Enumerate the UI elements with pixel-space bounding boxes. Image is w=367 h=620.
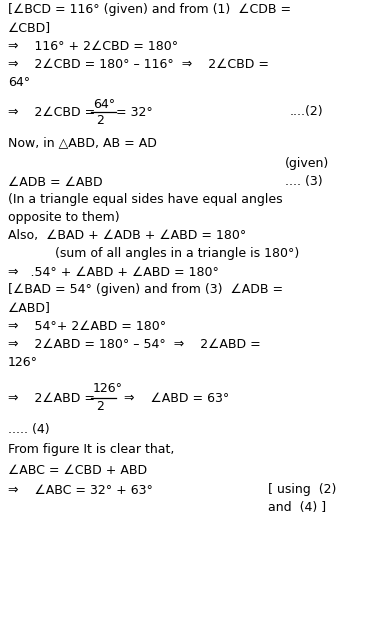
Text: = 32°: = 32° xyxy=(116,105,153,118)
Text: ⇒    ∠ABD = 63°: ⇒ ∠ABD = 63° xyxy=(116,391,229,404)
Text: (given): (given) xyxy=(285,156,329,169)
Text: From figure It is clear that,: From figure It is clear that, xyxy=(8,443,174,456)
Text: [ using  (2): [ using (2) xyxy=(268,484,337,497)
Text: ⇒    2∠ABD = 180° – 54°  ⇒    2∠ABD =: ⇒ 2∠ABD = 180° – 54° ⇒ 2∠ABD = xyxy=(8,337,261,350)
Text: ∠ABC = ∠CBD + ABD: ∠ABC = ∠CBD + ABD xyxy=(8,464,147,477)
Text: 64°: 64° xyxy=(8,76,30,89)
Text: ⇒    ∠ABC = 32° + 63°: ⇒ ∠ABC = 32° + 63° xyxy=(8,484,153,497)
Text: ..... (4): ..... (4) xyxy=(8,423,50,436)
Text: Also,  ∠BAD + ∠ADB + ∠ABD = 180°: Also, ∠BAD + ∠ADB + ∠ABD = 180° xyxy=(8,229,246,242)
Text: 126°: 126° xyxy=(8,355,38,368)
Text: .... (3): .... (3) xyxy=(285,175,323,188)
Text: (In a triangle equal sides have equal angles: (In a triangle equal sides have equal an… xyxy=(8,193,283,206)
Text: opposite to them): opposite to them) xyxy=(8,211,120,224)
Text: 2: 2 xyxy=(96,399,104,412)
Text: 126°: 126° xyxy=(93,383,123,396)
Text: ∠ABD]: ∠ABD] xyxy=(8,301,51,314)
Text: 2: 2 xyxy=(96,113,104,126)
Text: ⇒   .54° + ∠ABD + ∠ABD = 180°: ⇒ .54° + ∠ABD + ∠ABD = 180° xyxy=(8,265,219,278)
Text: [∠BCD = 116° (given) and from (1)  ∠CDB =: [∠BCD = 116° (given) and from (1) ∠CDB = xyxy=(8,4,291,17)
Text: ⇒    116° + 2∠CBD = 180°: ⇒ 116° + 2∠CBD = 180° xyxy=(8,40,178,53)
Text: (sum of all angles in a triangle is 180°): (sum of all angles in a triangle is 180°… xyxy=(55,247,299,260)
Text: ⇒    2∠ABD =: ⇒ 2∠ABD = xyxy=(8,391,99,404)
Text: ⇒    54°+ 2∠ABD = 180°: ⇒ 54°+ 2∠ABD = 180° xyxy=(8,319,166,332)
Text: [∠BAD = 54° (given) and from (3)  ∠ADB =: [∠BAD = 54° (given) and from (3) ∠ADB = xyxy=(8,283,283,296)
Text: ....(2): ....(2) xyxy=(290,105,324,118)
Text: 64°: 64° xyxy=(93,97,115,110)
Text: ⇒    2∠CBD =: ⇒ 2∠CBD = xyxy=(8,105,99,118)
Text: ∠CBD]: ∠CBD] xyxy=(8,22,51,35)
Text: and  (4) ]: and (4) ] xyxy=(268,502,326,515)
Text: ∠ADB = ∠ABD: ∠ADB = ∠ABD xyxy=(8,175,103,188)
Text: Now, in △ABD, AB = AD: Now, in △ABD, AB = AD xyxy=(8,136,157,149)
Text: ⇒    2∠CBD = 180° – 116°  ⇒    2∠CBD =: ⇒ 2∠CBD = 180° – 116° ⇒ 2∠CBD = xyxy=(8,58,269,71)
